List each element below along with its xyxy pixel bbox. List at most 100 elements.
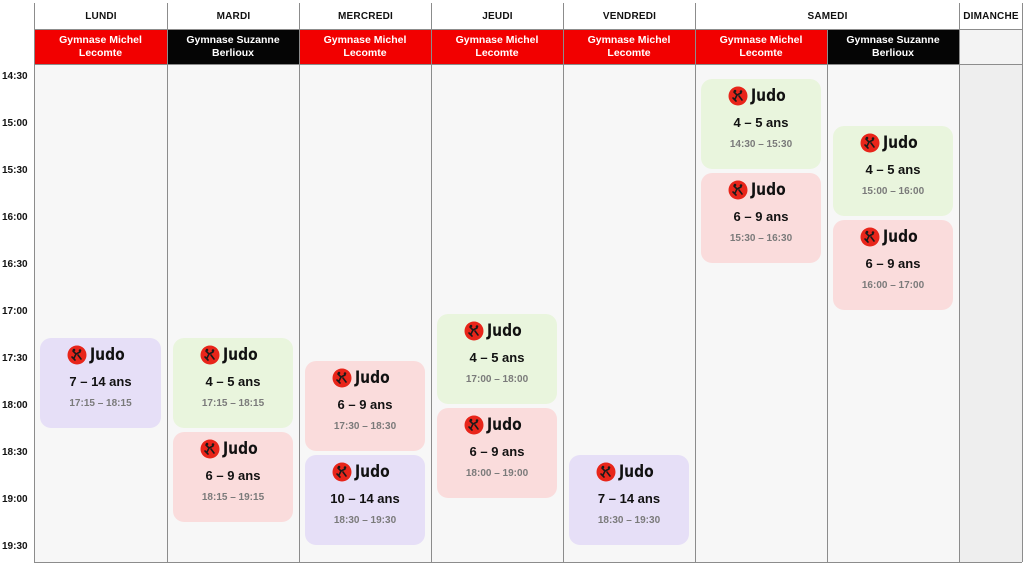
session-sport: Judo: [222, 344, 258, 365]
session-title: Judo: [200, 438, 267, 460]
judo-logo-icon: [728, 180, 747, 200]
time-label: 19:30: [2, 541, 28, 552]
time-label: 18:00: [2, 400, 28, 411]
time-label: 15:00: [2, 118, 28, 129]
session-age: 6 – 9 ans: [469, 444, 525, 459]
judo-logo-icon: [332, 368, 351, 388]
session-block[interactable]: Judo 7 – 14 ans 18:30 – 19:30: [569, 455, 689, 545]
session-sport: Judo: [354, 368, 390, 388]
session-title: Judo: [67, 344, 134, 366]
session-block[interactable]: Judo 6 – 9 ans 18:00 – 19:00: [437, 408, 557, 498]
session-hours: 18:30 – 19:30: [597, 515, 661, 526]
session-block[interactable]: Judo 4 – 5 ans 14:30 – 15:30: [701, 79, 821, 169]
judo-logo-icon: [860, 227, 879, 247]
session-title: Judo: [596, 461, 663, 483]
session-title: Judo: [464, 320, 531, 342]
venue-cell: Gymnase Suzanne Berlioux: [827, 29, 959, 64]
session-block[interactable]: Judo 6 – 9 ans 16:00 – 17:00: [833, 220, 953, 310]
time-label: 17:00: [2, 306, 28, 317]
session-title: Judo: [464, 414, 531, 436]
session-age: 4 – 5 ans: [733, 115, 789, 130]
session-block[interactable]: Judo 7 – 14 ans 17:15 – 18:15: [40, 337, 161, 428]
session-block[interactable]: Judo 4 – 5 ans 17:00 – 18:00: [437, 314, 557, 404]
grid-line: [695, 3, 696, 562]
session-title: Judo: [332, 367, 399, 389]
session-hours: 16:00 – 17:00: [861, 280, 925, 291]
session-block[interactable]: Judo 4 – 5 ans 15:00 – 16:00: [833, 126, 953, 216]
day-header-mardi: MARDI: [168, 3, 299, 29]
session-hours: 18:15 – 19:15: [201, 491, 265, 503]
session-age: 10 – 14 ans: [330, 491, 400, 506]
session-sport: Judo: [750, 86, 786, 106]
venue-cell: Gymnase Michel Lecomte: [299, 29, 431, 64]
session-hours: 17:15 – 18:15: [69, 397, 132, 409]
grid-line: [959, 3, 960, 562]
session-block[interactable]: Judo 4 – 5 ans 17:15 – 18:15: [173, 337, 293, 428]
session-hours: 15:30 – 16:30: [729, 233, 793, 244]
session-hours: 17:15 – 18:15: [201, 397, 265, 409]
session-hours: 18:30 – 19:30: [333, 515, 397, 526]
session-hours: 17:30 – 18:30: [333, 421, 397, 432]
judo-logo-icon: [464, 321, 483, 341]
grid-line: [34, 64, 1022, 65]
day-header-jeudi: JEUDI: [432, 3, 563, 29]
judo-logo-icon: [596, 462, 615, 482]
time-label: 14:30: [2, 71, 28, 82]
session-age: 4 – 5 ans: [205, 373, 261, 389]
grid-line: [563, 3, 564, 562]
session-sport: Judo: [618, 462, 654, 482]
venue-cell: Gymnase Michel Lecomte: [34, 29, 167, 64]
session-hours: 17:00 – 18:00: [465, 374, 529, 385]
time-label: 16:30: [2, 259, 28, 270]
time-label: 19:00: [2, 494, 28, 505]
judo-logo-icon: [67, 345, 87, 364]
session-hours: 15:00 – 16:00: [861, 186, 925, 197]
session-block[interactable]: Judo 6 – 9 ans 15:30 – 16:30: [701, 173, 821, 263]
venue-cell: Gymnase Suzanne Berlioux: [167, 29, 299, 64]
session-age: 6 – 9 ans: [733, 209, 789, 224]
grid-line: [827, 29, 828, 562]
judo-logo-icon: [464, 415, 483, 435]
session-sport: Judo: [222, 438, 258, 459]
judo-logo-icon: [200, 345, 219, 364]
session-sport: Judo: [90, 344, 125, 365]
session-sport: Judo: [750, 180, 786, 200]
grid-line: [431, 3, 432, 562]
session-title: Judo: [728, 85, 795, 107]
venue-cell: Gymnase Michel Lecomte: [563, 29, 695, 64]
day-header-lundi: LUNDI: [35, 3, 167, 29]
session-sport: Judo: [882, 133, 918, 153]
time-label: 18:30: [2, 447, 28, 458]
judo-logo-icon: [728, 86, 747, 106]
session-title: Judo: [332, 461, 399, 483]
session-age: 7 – 14 ans: [597, 491, 661, 506]
session-block[interactable]: Judo 6 – 9 ans 18:15 – 19:15: [173, 431, 293, 522]
judo-logo-icon: [860, 133, 879, 153]
session-age: 6 – 9 ans: [865, 256, 921, 271]
venue-cell: Gymnase Michel Lecomte: [431, 29, 563, 64]
session-age: 6 – 9 ans: [337, 397, 393, 412]
grid-line: [34, 29, 1022, 30]
venue-cell: Gymnase Michel Lecomte: [695, 29, 827, 64]
session-sport: Judo: [354, 462, 390, 482]
session-block[interactable]: Judo 6 – 9 ans 17:30 – 18:30: [305, 361, 425, 451]
session-age: 4 – 5 ans: [469, 350, 525, 365]
grid-line: [34, 562, 1022, 563]
session-sport: Judo: [486, 415, 522, 435]
column-body: [959, 64, 1022, 562]
session-title: Judo: [860, 226, 927, 248]
session-title: Judo: [728, 179, 795, 201]
time-label: 15:30: [2, 165, 28, 176]
day-header-vendredi: VENDREDI: [564, 3, 695, 29]
session-title: Judo: [860, 132, 927, 154]
day-header-samedi: SAMEDI: [696, 3, 959, 29]
session-age: 6 – 9 ans: [205, 467, 261, 483]
session-sport: Judo: [882, 227, 918, 247]
grid-line: [299, 3, 300, 562]
time-label: 17:30: [2, 353, 28, 364]
session-age: 4 – 5 ans: [865, 162, 921, 177]
session-block[interactable]: Judo 10 – 14 ans 18:30 – 19:30: [305, 455, 425, 545]
session-title: Judo: [200, 344, 267, 366]
session-sport: Judo: [486, 321, 522, 341]
column-body: [34, 64, 167, 562]
